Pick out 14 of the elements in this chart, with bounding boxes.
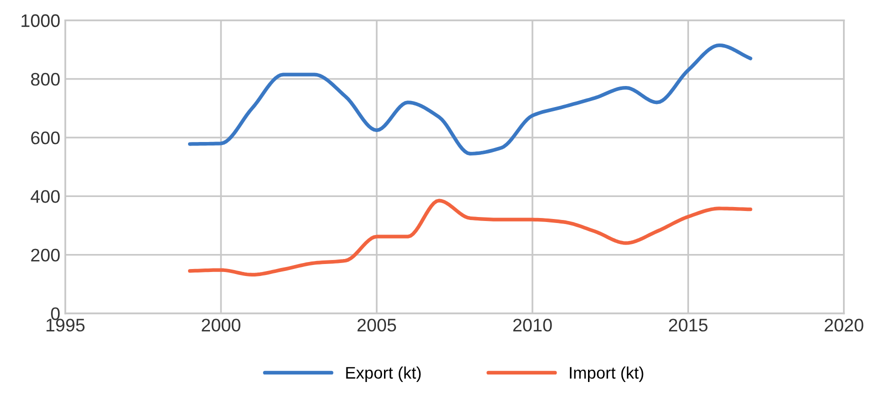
x-tick-label: 2015: [668, 318, 708, 332]
legend-label: Import (kt): [570, 366, 644, 382]
x-tick-label: 2020: [824, 318, 864, 332]
x-tick-label: 2000: [202, 318, 240, 332]
y-tick-label: 1000: [22, 14, 60, 28]
legend-label: Export (kt): [346, 366, 421, 382]
x-tick-label: 2010: [513, 318, 552, 332]
y-tick-label: 400: [30, 190, 60, 203]
y-tick-label: 800: [31, 72, 60, 86]
y-tick-label: 600: [31, 132, 60, 144]
x-tick-label: 1995: [46, 318, 85, 332]
y-tick-label: 200: [31, 248, 60, 262]
y-tick-label: 0: [51, 307, 60, 320]
x-tick-label: 2005: [358, 318, 396, 332]
